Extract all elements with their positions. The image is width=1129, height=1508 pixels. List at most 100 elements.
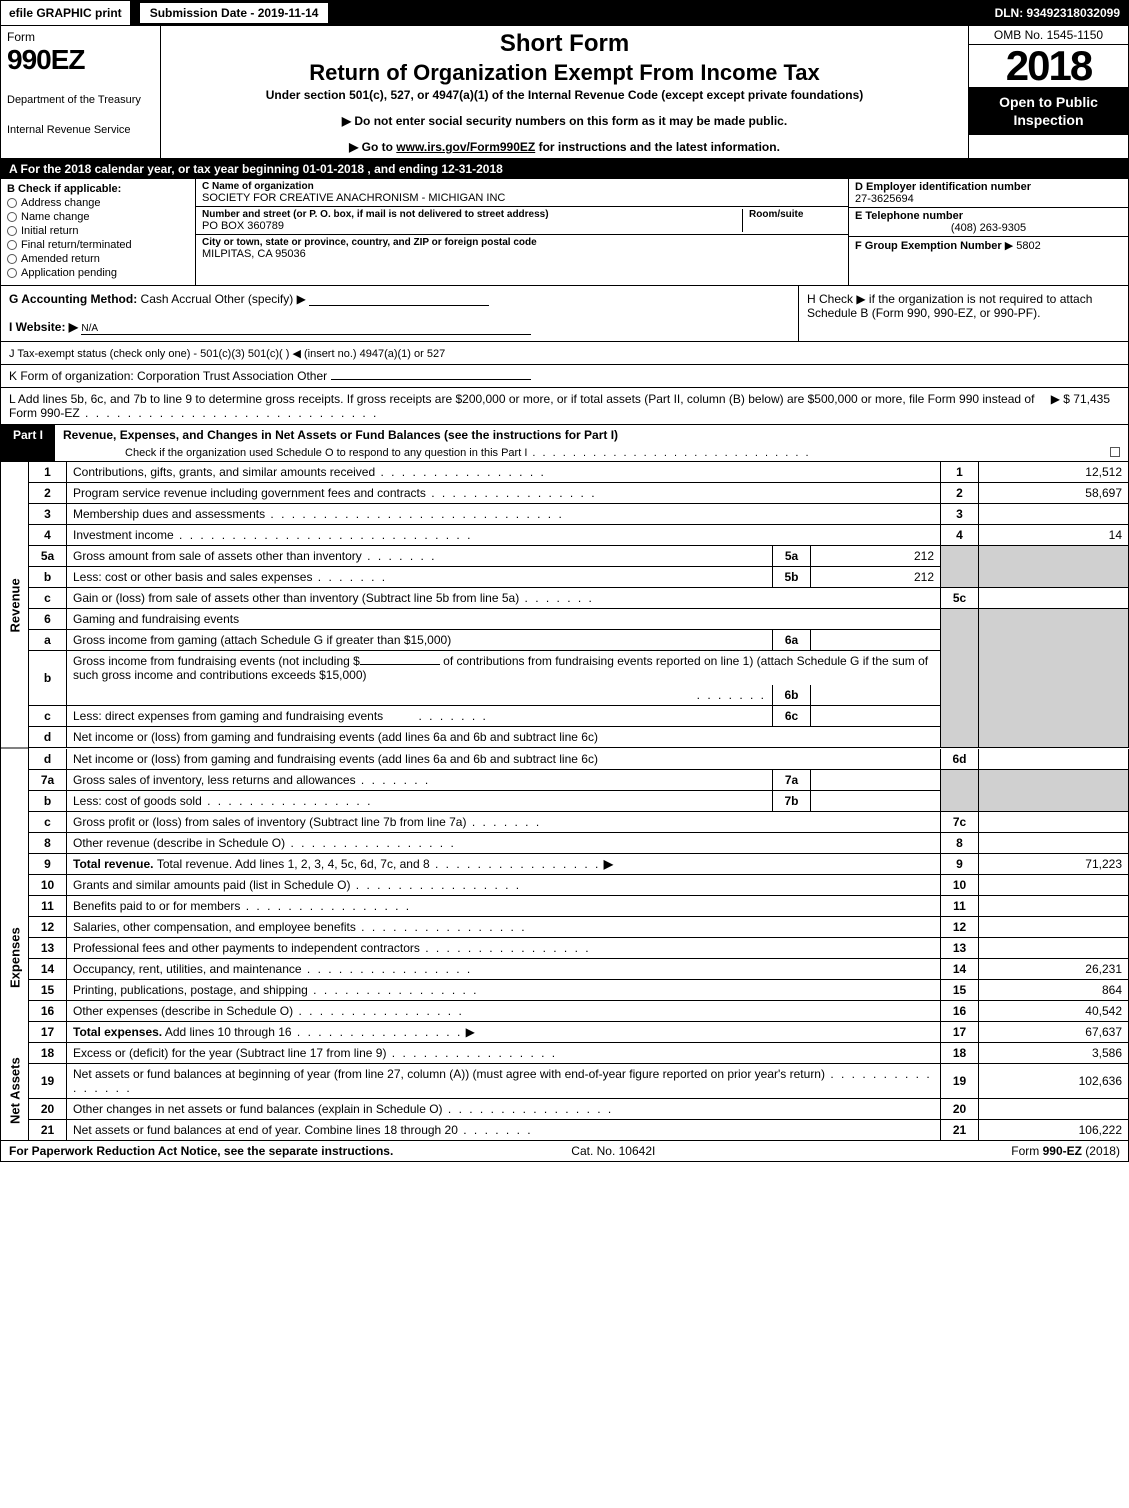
- table-row: d Net income or (loss) from gaming and f…: [1, 749, 1129, 770]
- table-row: 5a Gross amount from sale of assets othe…: [1, 546, 1129, 567]
- section-def: D Employer identification number 27-3625…: [848, 179, 1128, 285]
- d-label: D Employer identification number: [855, 181, 1122, 193]
- check-application-pending[interactable]: [7, 268, 17, 278]
- k-other-input[interactable]: [331, 379, 531, 380]
- form-ref: Form 990-EZ (2018): [1011, 1144, 1120, 1158]
- table-row: c Gain or (loss) from sale of assets oth…: [1, 588, 1129, 609]
- lbl-application-pending: Application pending: [21, 267, 117, 279]
- check-initial-return[interactable]: [7, 226, 17, 236]
- line-1-desc: Contributions, gifts, grants, and simila…: [67, 462, 941, 483]
- efile-graphic-print-button[interactable]: efile GRAPHIC print: [1, 1, 130, 25]
- line-12-desc: Salaries, other compensation, and employ…: [67, 916, 941, 937]
- submission-date-button[interactable]: Submission Date - 2019-11-14: [138, 1, 331, 25]
- main-title: Return of Organization Exempt From Incom…: [171, 60, 958, 86]
- line-11-col: 11: [941, 895, 979, 916]
- part1-label: Part I: [1, 425, 55, 461]
- line-12-no: 12: [29, 916, 67, 937]
- line-5a-no: 5a: [29, 546, 67, 567]
- line-13-amt: [979, 937, 1129, 958]
- table-row: 11 Benefits paid to or for members 11: [1, 895, 1129, 916]
- city-label: City or town, state or province, country…: [202, 237, 842, 248]
- c-label: C Name of organization: [202, 181, 842, 192]
- revenue-side-cont: [1, 769, 29, 874]
- room-label: Room/suite: [749, 209, 842, 220]
- line-4-no: 4: [29, 525, 67, 546]
- line-15-amt: 864: [979, 979, 1129, 1000]
- line-20-no: 20: [29, 1098, 67, 1119]
- line-5b-no: b: [29, 567, 67, 588]
- line-6d-col: 6d: [941, 749, 979, 770]
- tax-year: 2018: [969, 45, 1128, 87]
- expenses-side-label: Expenses: [1, 874, 29, 1042]
- line-7b-sub: 7b: [773, 790, 811, 811]
- line-16-col: 16: [941, 1000, 979, 1021]
- line-8-desc: Other revenue (describe in Schedule O): [67, 832, 941, 853]
- line-6b-contrib-input[interactable]: [360, 664, 440, 665]
- cat-no: Cat. No. 10642I: [571, 1144, 655, 1158]
- lbl-initial-return: Initial return: [21, 225, 78, 237]
- irs-link[interactable]: www.irs.gov/Form990EZ: [396, 140, 535, 154]
- header-left: Form 990EZ Department of the Treasury In…: [1, 26, 161, 158]
- l-text: L Add lines 5b, 6c, and 7b to line 9 to …: [9, 392, 1051, 420]
- g-other-input[interactable]: [309, 305, 489, 306]
- table-row: 4 Investment income 4 14: [1, 525, 1129, 546]
- line-9-no: 9: [29, 853, 67, 874]
- line-6c-subamt: [811, 706, 941, 727]
- line-7c-desc: Gross profit or (loss) from sales of inv…: [67, 811, 941, 832]
- header-center: Short Form Return of Organization Exempt…: [161, 26, 968, 158]
- line-3-amt: [979, 504, 1129, 525]
- check-address-change[interactable]: [7, 198, 17, 208]
- grey-5ab: [941, 546, 979, 588]
- line-7b-no: b: [29, 790, 67, 811]
- line-2-no: 2: [29, 483, 67, 504]
- line-5c-col: 5c: [941, 588, 979, 609]
- table-row: 14 Occupancy, rent, utilities, and maint…: [1, 958, 1129, 979]
- line-6d-no2: d: [29, 749, 67, 770]
- line-6b-subamt: [811, 685, 941, 706]
- line-5b-desc: Less: cost or other basis and sales expe…: [67, 567, 773, 588]
- period-pre: A For the 2018 calendar year, or tax yea…: [9, 162, 303, 176]
- check-amended-return[interactable]: [7, 254, 17, 264]
- line-6d-desc2: Net income or (loss) from gaming and fun…: [67, 749, 941, 770]
- line-13-desc: Professional fees and other payments to …: [67, 937, 941, 958]
- line-2-amt: 58,697: [979, 483, 1129, 504]
- lbl-address-change: Address change: [21, 197, 101, 209]
- line-13-col: 13: [941, 937, 979, 958]
- part1-schedule-o-check[interactable]: [1110, 447, 1120, 457]
- line-18-amt: 3,586: [979, 1042, 1129, 1063]
- k-form-org: K Form of organization: Corporation Trus…: [0, 365, 1129, 388]
- line-2-col: 2: [941, 483, 979, 504]
- line-14-desc: Occupancy, rent, utilities, and maintena…: [67, 958, 941, 979]
- gh-row: G Accounting Method: Cash Accrual Other …: [0, 286, 1129, 342]
- check-name-change[interactable]: [7, 212, 17, 222]
- under-section: Under section 501(c), 527, or 4947(a)(1)…: [171, 88, 958, 102]
- revenue-side-label: Revenue: [1, 462, 29, 748]
- b-label: B Check if applicable:: [7, 183, 189, 195]
- line-6c-no: c: [29, 706, 67, 727]
- line-9-amt: 71,223: [979, 853, 1129, 874]
- instr-no-ssn: ▶ Do not enter social security numbers o…: [171, 114, 958, 128]
- line-1-col: 1: [941, 462, 979, 483]
- line-7c-col: 7c: [941, 811, 979, 832]
- instr-goto-post: for instructions and the latest informat…: [535, 140, 780, 154]
- line-10-no: 10: [29, 874, 67, 895]
- line-17-no: 17: [29, 1021, 67, 1042]
- grey-7: [941, 769, 979, 811]
- line-5b-subamt: 212: [811, 567, 941, 588]
- street-label: Number and street (or P. O. box, if mail…: [202, 209, 742, 220]
- check-final-return[interactable]: [7, 240, 17, 250]
- website-value: N/A: [81, 323, 531, 335]
- line-17-amt: 67,637: [979, 1021, 1129, 1042]
- header-right: OMB No. 1545-1150 2018 Open to Public In…: [968, 26, 1128, 158]
- line-12-col: 12: [941, 916, 979, 937]
- h-check: H Check ▶ if the organization is not req…: [798, 286, 1128, 341]
- line-5b-sub: 5b: [773, 567, 811, 588]
- line-5c-desc: Gain or (loss) from sale of assets other…: [67, 588, 941, 609]
- line-21-col: 21: [941, 1119, 979, 1140]
- line-8-col: 8: [941, 832, 979, 853]
- netassets-side-label: Net Assets: [1, 1042, 29, 1140]
- line-6-no: 6: [29, 609, 67, 630]
- org-name: SOCIETY FOR CREATIVE ANACHRONISM - MICHI…: [202, 192, 842, 204]
- line-13-no: 13: [29, 937, 67, 958]
- line-7a-subamt: [811, 769, 941, 790]
